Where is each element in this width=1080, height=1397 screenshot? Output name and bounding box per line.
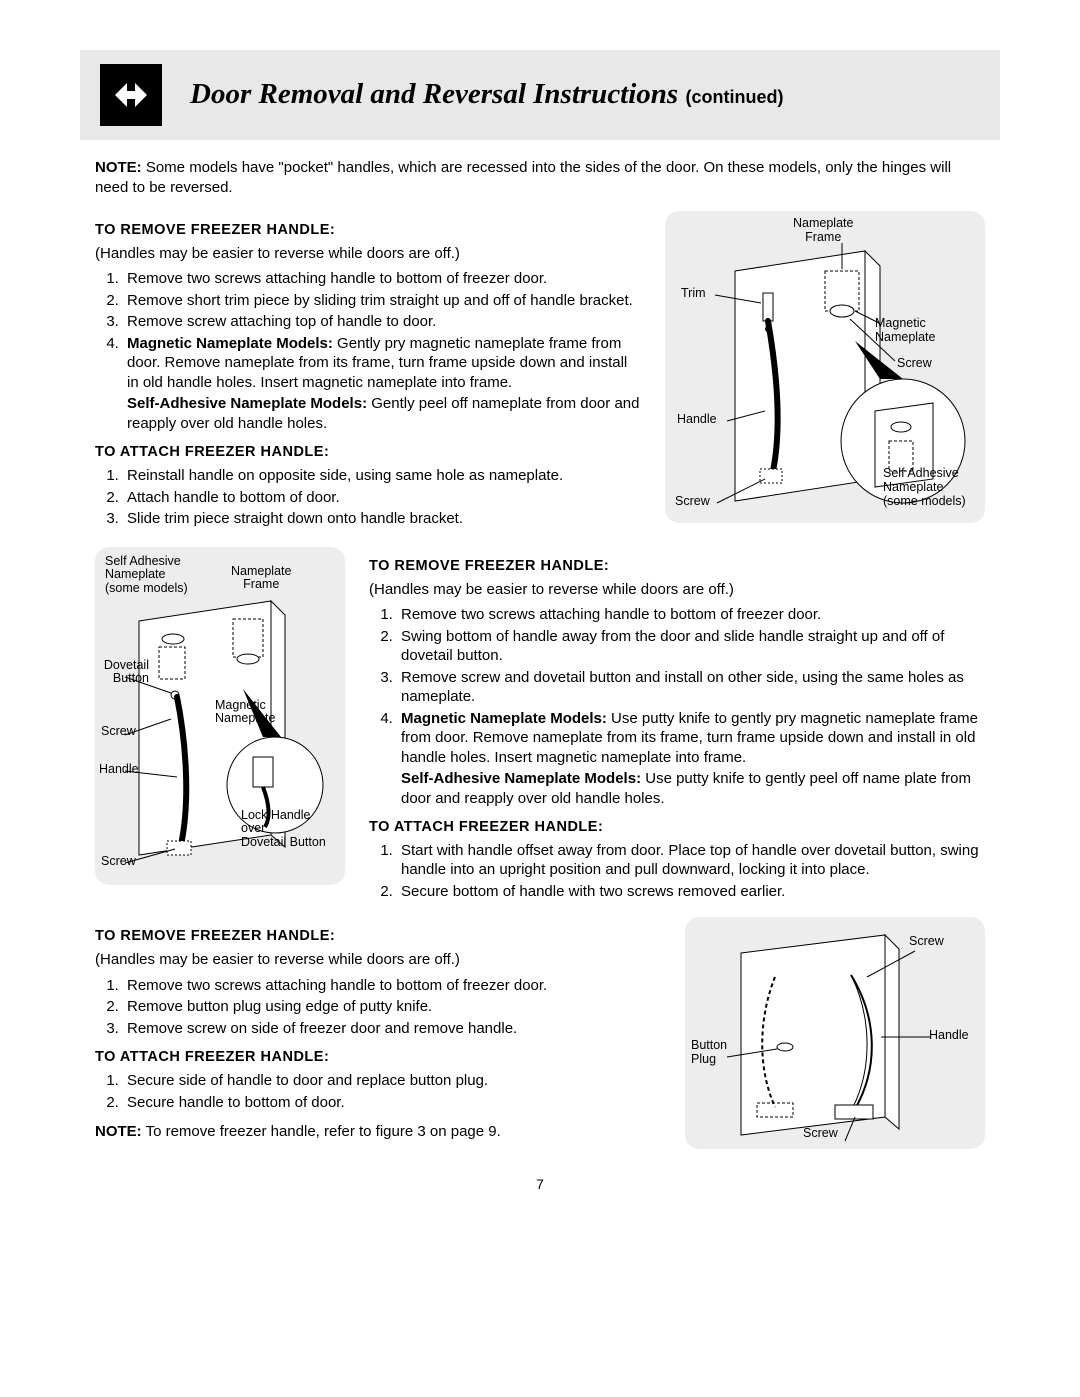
step-lead: Magnetic Nameplate Models: — [401, 710, 607, 727]
step-lead: Magnetic Nameplate Models: — [127, 335, 333, 352]
fig2-label-magnetic: MagneticNameplate — [215, 699, 275, 727]
s3-attach-list: Secure side of handle to door and replac… — [95, 1071, 661, 1112]
step-lead: Self-Adhesive Nameplate Models: — [401, 770, 641, 787]
note-text: Some models have "pocket" handles, which… — [95, 159, 951, 196]
s3-remove-paren: (Handles may be easier to reverse while … — [95, 950, 661, 970]
list-item: Reinstall handle on opposite side, using… — [123, 466, 641, 486]
page-title: Door Removal and Reversal Instructions (… — [190, 76, 783, 114]
list-item: Attach handle to bottom of door. — [123, 488, 641, 508]
list-item: Remove button plug using edge of putty k… — [123, 997, 661, 1017]
s3-attach-heading: TO ATTACH FREEZER HANDLE: — [95, 1048, 661, 1067]
fig2-label-screw-mid: Screw — [101, 725, 136, 739]
note-label: NOTE: — [95, 1123, 142, 1140]
s1-attach-list: Reinstall handle on opposite side, using… — [95, 466, 641, 529]
list-item: Slide trim piece straight down onto hand… — [123, 509, 641, 529]
top-note: NOTE: Some models have "pocket" handles,… — [95, 158, 985, 197]
fig2-label-handle: Handle — [99, 763, 139, 777]
section-1-text: TO REMOVE FREEZER HANDLE: (Handles may b… — [95, 211, 641, 535]
figure-3: Screw Handle ButtonPlug Screw — [685, 917, 985, 1149]
list-item: Secure bottom of handle with two screws … — [397, 882, 985, 902]
s1-remove-paren: (Handles may be easier to reverse while … — [95, 244, 641, 264]
section-2-text: TO REMOVE FREEZER HANDLE: (Handles may b… — [369, 547, 985, 908]
fig1-label-self-adhesive: Self AdhesiveNameplate(some models) — [883, 467, 979, 508]
fig1-label-screw-top: Screw — [897, 357, 932, 371]
s2-attach-list: Start with handle offset away from door.… — [369, 841, 985, 902]
s2-remove-heading: TO REMOVE FREEZER HANDLE: — [369, 557, 985, 576]
s2-attach-heading: TO ATTACH FREEZER HANDLE: — [369, 818, 985, 837]
note-label: NOTE: — [95, 159, 142, 176]
title-main: Door Removal and Reversal Instructions — [190, 78, 678, 110]
s2-remove-list: Remove two screws attaching handle to bo… — [369, 605, 985, 808]
fig2-label-lock-handle: Lock HandleoverDovetail Button — [241, 809, 337, 850]
fig2-label-dovetail: DovetailButton — [99, 659, 149, 687]
s2-remove-paren: (Handles may be easier to reverse while … — [369, 580, 985, 600]
fig2-label-nameplate-frame: NameplateFrame — [231, 565, 291, 593]
header-band: Door Removal and Reversal Instructions (… — [80, 50, 1000, 140]
section-3: TO REMOVE FREEZER HANDLE: (Handles may b… — [95, 917, 985, 1149]
section-2: Self AdhesiveNameplate(some models) Name… — [95, 547, 985, 908]
figure-2: Self AdhesiveNameplate(some models) Name… — [95, 547, 345, 885]
s1-remove-heading: TO REMOVE FREEZER HANDLE: — [95, 221, 641, 240]
list-item: Remove short trim piece by sliding trim … — [123, 291, 641, 311]
figure-1: NameplateFrame Trim MagneticNameplate Sc… — [665, 211, 985, 523]
step-sub: Self-Adhesive Nameplate Models: Gently p… — [127, 394, 641, 433]
list-item: Remove screw on side of freezer door and… — [123, 1019, 661, 1039]
fig1-label-handle: Handle — [677, 413, 717, 427]
fig1-label-nameplate-frame: NameplateFrame — [793, 217, 853, 245]
list-item: Secure side of handle to door and replac… — [123, 1071, 661, 1091]
step-lead: Self-Adhesive Nameplate Models: — [127, 395, 367, 412]
fig1-label-magnetic: MagneticNameplate — [875, 317, 935, 345]
s3-remove-heading: TO REMOVE FREEZER HANDLE: — [95, 927, 661, 946]
fig3-label-screw-top: Screw — [909, 935, 944, 949]
list-item: Remove two screws attaching handle to bo… — [123, 269, 641, 289]
page: Door Removal and Reversal Instructions (… — [0, 0, 1080, 1234]
list-item: Remove screw attaching top of handle to … — [123, 312, 641, 332]
fig3-label-screw-bottom: Screw — [803, 1127, 838, 1141]
list-item: Swing bottom of handle away from the doo… — [397, 627, 985, 666]
section-1: TO REMOVE FREEZER HANDLE: (Handles may b… — [95, 211, 985, 535]
list-item: Remove two screws attaching handle to bo… — [397, 605, 985, 625]
page-number: 7 — [95, 1175, 985, 1193]
list-item: Magnetic Nameplate Models: Use putty kni… — [397, 709, 985, 809]
list-item: Remove screw and dovetail button and ins… — [397, 668, 985, 707]
s1-remove-list: Remove two screws attaching handle to bo… — [95, 269, 641, 433]
step-sub: Self-Adhesive Nameplate Models: Use putt… — [401, 769, 985, 808]
fig3-label-handle: Handle — [929, 1029, 969, 1043]
list-item: Secure handle to bottom of door. — [123, 1093, 661, 1113]
s1-attach-heading: TO ATTACH FREEZER HANDLE: — [95, 443, 641, 462]
page-body: NOTE: Some models have "pocket" handles,… — [80, 158, 1000, 1194]
fig2-label-self-adhesive: Self AdhesiveNameplate(some models) — [105, 555, 199, 596]
fig2-label-screw-bottom: Screw — [101, 855, 136, 869]
fig1-label-screw-bottom: Screw — [675, 495, 710, 509]
swap-horizontal-icon — [100, 64, 162, 126]
bottom-note: NOTE: To remove freezer handle, refer to… — [95, 1122, 661, 1142]
title-continued: (continued) — [685, 87, 783, 107]
list-item: Start with handle offset away from door.… — [397, 841, 985, 880]
section-3-text: TO REMOVE FREEZER HANDLE: (Handles may b… — [95, 917, 661, 1141]
note-text: To remove freezer handle, refer to figur… — [142, 1123, 501, 1140]
fig3-label-button-plug: ButtonPlug — [691, 1039, 727, 1067]
fig1-label-trim: Trim — [681, 287, 706, 301]
list-item: Remove two screws attaching handle to bo… — [123, 976, 661, 996]
list-item: Magnetic Nameplate Models: Gently pry ma… — [123, 334, 641, 434]
s3-remove-list: Remove two screws attaching handle to bo… — [95, 976, 661, 1039]
